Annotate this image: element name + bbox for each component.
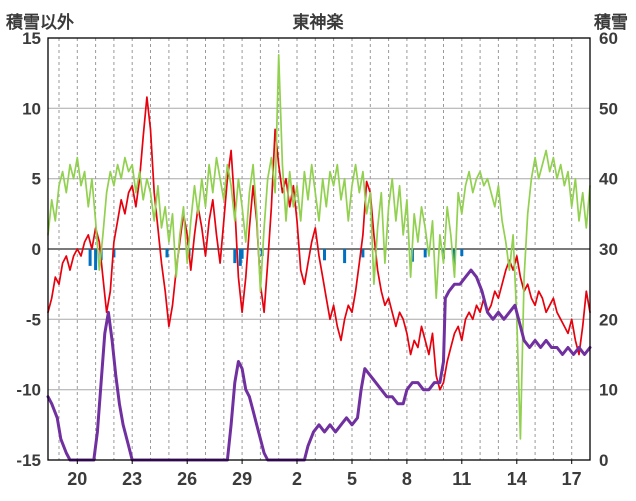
red-line xyxy=(47,96,591,391)
x-tick-label: 20 xyxy=(67,469,87,489)
left-tick-label: -10 xyxy=(16,381,41,400)
purple-line xyxy=(46,268,592,462)
x-tick-label: 8 xyxy=(402,469,412,489)
green-line xyxy=(47,54,591,440)
left-axis-title: 積雪以外 xyxy=(6,13,74,32)
chart-title: 東神楽 xyxy=(292,13,344,32)
right-tick-label: 20 xyxy=(599,310,618,329)
x-tick-label: 23 xyxy=(122,469,142,489)
left-tick-label: 5 xyxy=(32,170,41,189)
right-tick-label: 0 xyxy=(599,451,608,470)
plot-border xyxy=(47,37,591,461)
x-tick-label: 17 xyxy=(562,469,582,489)
x-tick-label: 14 xyxy=(507,469,527,489)
left-tick-label: -15 xyxy=(16,451,41,470)
x-tick-label: 11 xyxy=(452,469,471,489)
left-tick-label: 10 xyxy=(22,99,41,118)
right-tick-label: 50 xyxy=(599,99,618,118)
right-tick-label: 10 xyxy=(599,381,618,400)
x-tick-label: 2 xyxy=(292,469,302,489)
right-tick-label: 30 xyxy=(599,240,618,259)
right-axis-title: 積雪 xyxy=(594,13,628,32)
x-tick-label: 29 xyxy=(232,469,252,489)
left-tick-label: 0 xyxy=(32,240,41,259)
right-tick-label: 40 xyxy=(599,170,618,189)
x-tick-label: 26 xyxy=(177,469,197,489)
left-tick-label: 15 xyxy=(22,29,41,48)
x-tick-label: 5 xyxy=(347,469,357,489)
right-tick-label: 60 xyxy=(599,29,618,48)
left-tick-label: -5 xyxy=(26,310,41,329)
